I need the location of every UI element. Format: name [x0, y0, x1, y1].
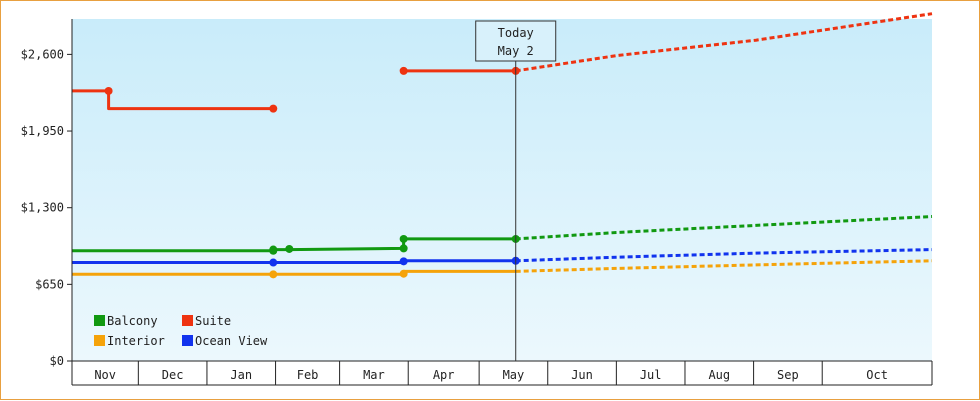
x-tick-label: Aug [708, 368, 730, 382]
today-label: Today [498, 26, 534, 40]
y-tick-label: $650 [35, 277, 64, 291]
legend: Balcony Suite Interior Ocean View [94, 314, 268, 348]
forecast-line-balcony [515, 215, 933, 241]
legend-swatch-ocean-view [182, 335, 193, 346]
x-tick-label: Jan [230, 368, 252, 382]
forecast-line-interior [515, 259, 933, 273]
x-tick-label: May [503, 368, 525, 382]
data-point-balcony [285, 244, 294, 253]
series-layer [72, 12, 933, 279]
series-line-suite [72, 89, 274, 111]
data-point-suite [399, 66, 408, 75]
y-tick-label: $2,600 [21, 47, 64, 61]
legend-swatch-interior [94, 335, 105, 346]
legend-label-ocean-view: Ocean View [195, 334, 268, 348]
today-marker: Today May 2 [475, 20, 557, 361]
data-point-balcony [269, 245, 278, 254]
plot-background [72, 19, 932, 361]
today-box [475, 20, 557, 62]
data-point-interior [399, 269, 408, 278]
today-date-label: May 2 [498, 44, 534, 58]
legend-swatch-balcony [94, 315, 105, 326]
data-point-suite [269, 104, 278, 113]
x-tick-label: Nov [94, 368, 116, 382]
y-tick-label: $1,950 [21, 124, 64, 138]
data-point-interior [269, 270, 278, 279]
x-tick-label: Apr [433, 368, 455, 382]
x-tick-label: Jun [571, 368, 593, 382]
legend-label-interior: Interior [107, 334, 165, 348]
y-tick-label: $0 [50, 354, 64, 368]
x-tick-label: Sep [777, 368, 799, 382]
data-point-balcony [399, 234, 408, 243]
data-point-balcony [399, 244, 408, 253]
data-point-ocean-view [269, 258, 278, 267]
axes-layer: $0 $650 $1,300 $1,950 $2,600 Nov Dec Jan Feb Mar A… [21, 19, 933, 386]
data-point-ocean-view [399, 257, 408, 266]
legend-label-suite: Suite [195, 314, 231, 328]
data-point-suite [104, 86, 113, 95]
series-line-ocean-view [72, 259, 516, 264]
x-tick-label: Mar [363, 368, 385, 382]
x-tick-label: Oct [866, 368, 888, 382]
legend-swatch-suite [182, 315, 193, 326]
legend-label-balcony: Balcony [107, 314, 158, 328]
forecast-line-ocean-view [515, 248, 933, 263]
y-tick-label: $1,300 [21, 201, 64, 215]
forecast-line-suite [515, 12, 933, 73]
x-tick-label: Feb [297, 368, 319, 382]
x-tick-label: Jul [640, 368, 662, 382]
x-tick-label: Dec [162, 368, 184, 382]
